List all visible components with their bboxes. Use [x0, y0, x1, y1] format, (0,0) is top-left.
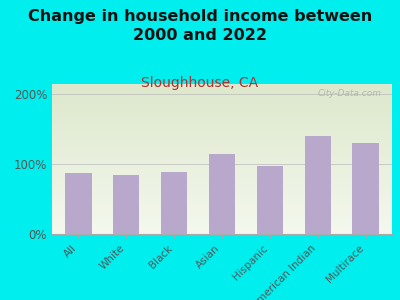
Bar	[305, 136, 331, 234]
Bar	[257, 166, 283, 234]
Bar	[352, 143, 379, 234]
Bar	[161, 172, 187, 234]
Bar	[113, 175, 139, 234]
Bar	[209, 154, 235, 234]
Bar	[65, 172, 92, 234]
Text: City-Data.com: City-Data.com	[318, 88, 382, 98]
Text: Change in household income between
2000 and 2022: Change in household income between 2000 …	[28, 9, 372, 43]
Text: Sloughhouse, CA: Sloughhouse, CA	[142, 76, 258, 91]
